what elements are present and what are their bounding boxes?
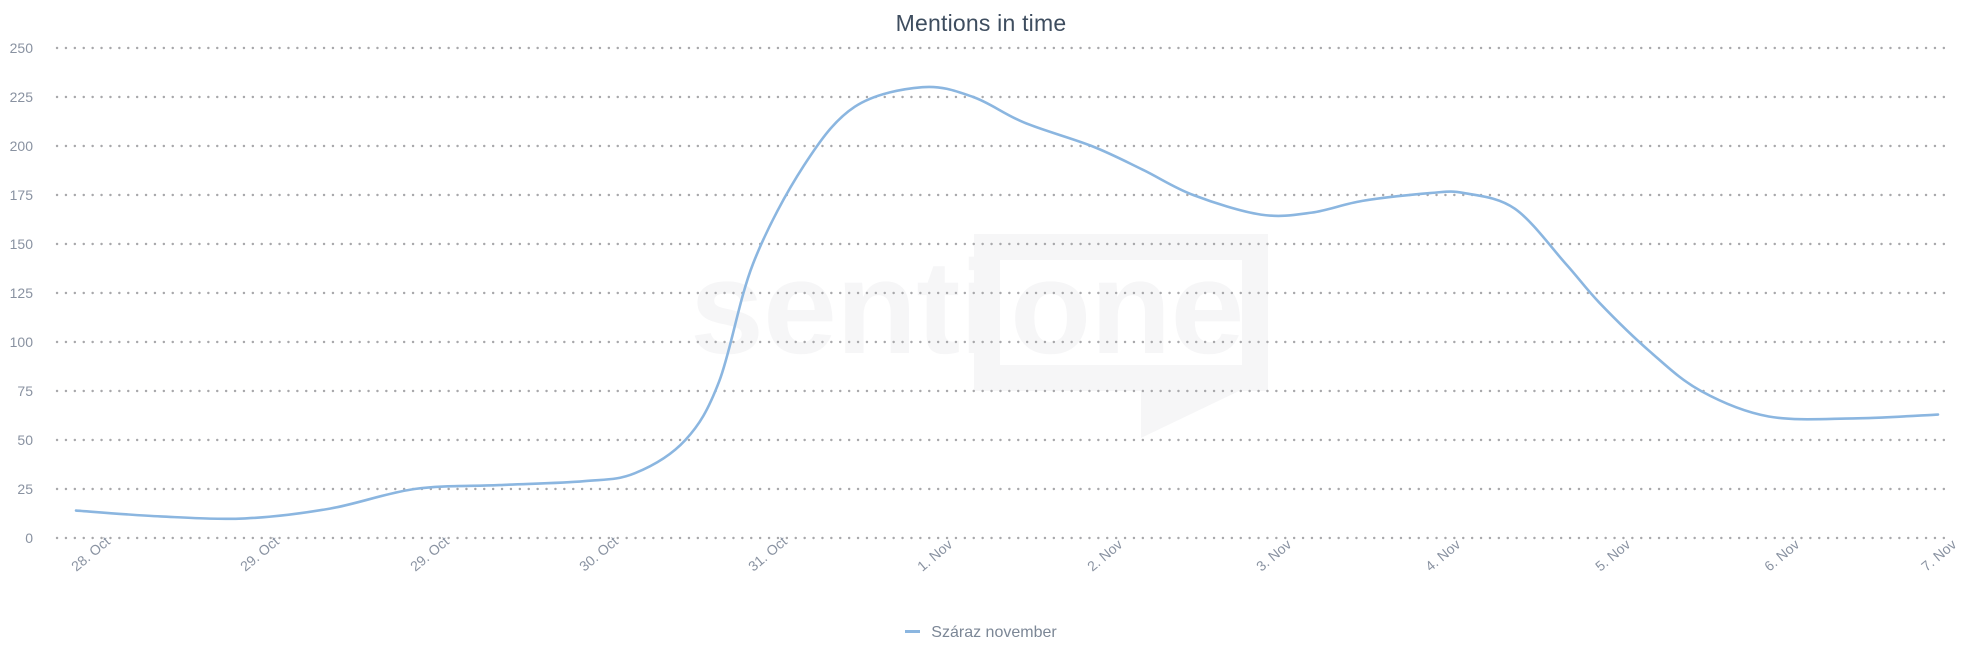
svg-text:senti: senti (690, 234, 995, 382)
